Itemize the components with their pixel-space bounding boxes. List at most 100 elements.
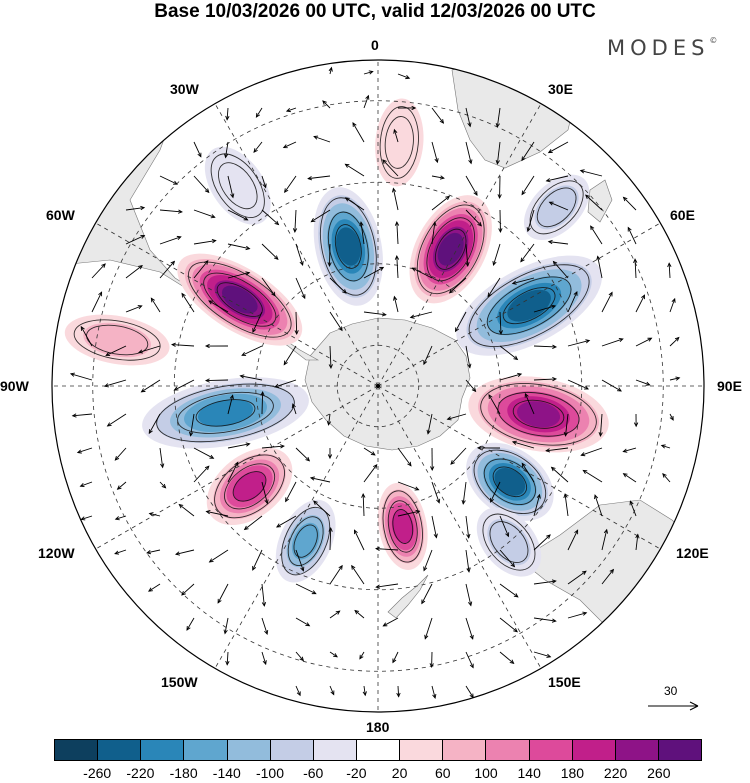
contour-line [387,500,418,553]
wind-arrow [397,481,420,491]
wind-arrow [533,304,557,313]
wind-arrow [159,209,183,214]
wind-arrow [635,379,651,386]
wind-arrow [520,243,535,263]
wind-arrow [448,277,467,294]
contour-neg-weak-ne [529,180,584,235]
wind-arrow [352,122,365,143]
wind-arrow [354,529,365,551]
wind-arrow [487,277,501,298]
wind-arrow [354,609,365,619]
map-border [51,59,705,713]
wind-arrow [252,311,263,333]
wind-arrow [204,378,229,383]
wind-arrow [193,175,210,194]
colorbar-tick-label: -20 [346,765,367,781]
wind-arrow [669,413,674,421]
wind-arrow [545,175,569,183]
wind-arrow [313,500,331,517]
wind-arrow [295,651,305,662]
wind-arrow [239,374,263,381]
wind-arrow [465,515,471,539]
wind-arrow [227,461,239,483]
wind-arrow [227,209,249,221]
wind-arrow [125,234,146,245]
wind-arrow [423,345,433,366]
contour-line [512,399,565,429]
wind-arrow [295,617,311,627]
anomaly-band [516,401,561,428]
contour-line [489,521,529,563]
wind-arrow [208,300,229,313]
wind-arrow [429,651,434,669]
wind-arrow [580,447,603,457]
wind-arrow [499,549,516,568]
wind-arrow [261,481,269,505]
wind-arrow [103,379,127,388]
meridian-line [377,103,542,387]
lon-label-120e: 120E [676,545,709,561]
wind-arrow [116,481,127,490]
wind-arrow [601,337,624,347]
contour-line [177,391,274,434]
wind-arrow [105,345,127,356]
wind-arrow [499,617,518,633]
wind-arrow [397,447,412,467]
meridian-line [377,222,661,387]
wind-arrow [363,463,378,483]
colorbar-swatch [270,740,314,760]
wind-arrow [547,141,569,154]
lon-label-150e: 150E [548,674,581,690]
wind-arrow [178,503,195,517]
contour-pos-indian-east [480,383,597,446]
wind-arrow [409,311,433,319]
wind-arrow [669,336,680,347]
wind-arrow [174,549,195,556]
pole-marker [376,384,380,388]
contour-line [232,471,267,502]
wind-arrow [499,651,515,665]
wind-arrow [329,685,335,696]
wind-arrow [533,376,558,382]
wind-arrow [426,413,433,435]
wind-arrow [106,413,127,427]
wind-arrow [533,651,552,658]
wind-arrow [411,267,433,279]
colorbar-swatch [356,740,401,760]
wind-arrow [261,444,285,449]
contour-line [434,228,467,270]
colorbar-tick-label: 140 [517,765,541,781]
contour-line [502,287,556,325]
wind-arrow [497,175,502,200]
wind-arrow [329,651,338,658]
wind-arrow [261,277,276,297]
wind-arrow [284,175,297,194]
contour-pos-nz [382,490,423,563]
contour-line [73,319,161,361]
meridian-line [377,385,542,669]
wind-arrow [91,291,103,313]
wind-arrow [423,549,433,572]
wind-arrow [627,226,637,245]
wind-arrow [359,651,365,660]
wind-arrow [533,617,557,623]
contour-line [384,116,414,169]
anomaly-band [437,232,464,266]
wind-arrow [292,209,298,234]
wind-arrow [361,492,366,517]
wind-arrow [327,447,333,460]
wind-arrow [465,107,472,128]
wind-arrow [148,413,161,435]
wind-vectors [69,66,681,699]
contour-line [214,454,285,519]
colorbar-tick-label: 220 [603,765,628,781]
wind-arrow [261,651,267,666]
contour-line [536,187,577,228]
wind-arrow [375,583,399,589]
wind-arrow [193,141,202,158]
colorbar-swatch [55,740,99,760]
wind-arrow [295,583,317,595]
wind-arrow [282,141,297,149]
wind-arrow [465,651,474,669]
wind-arrow [261,175,267,189]
